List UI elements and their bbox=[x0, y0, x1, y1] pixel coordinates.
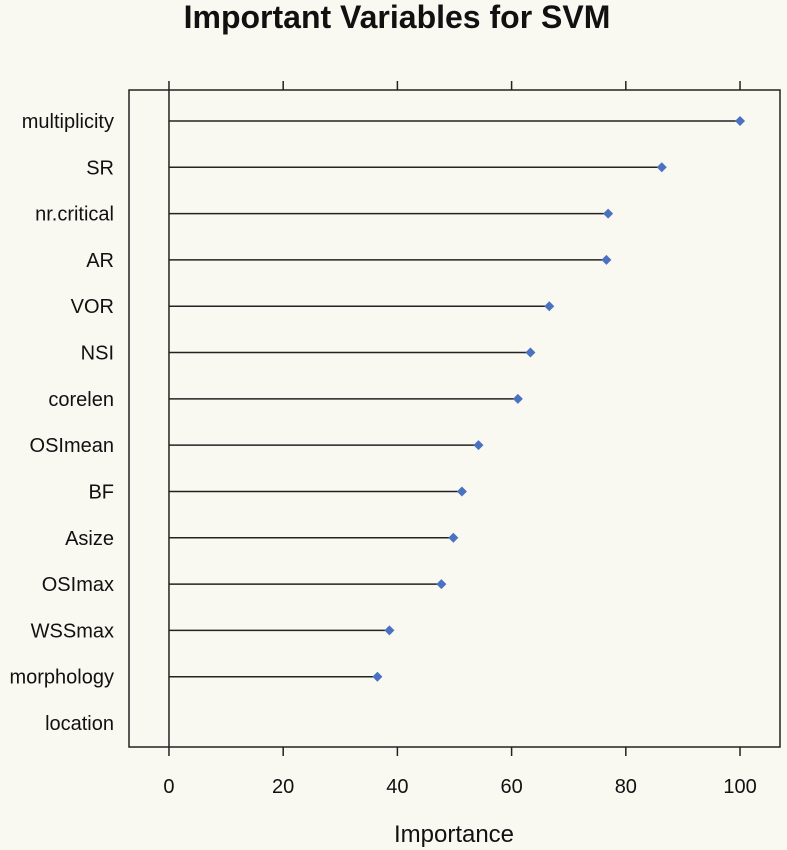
data-point bbox=[372, 671, 383, 682]
data-rows: multiplicity SR nr.critical AR VOR NSI corelen… bbox=[9, 111, 746, 735]
category-label: morphology bbox=[9, 667, 114, 689]
data-point bbox=[512, 393, 523, 404]
x-tick-labels: 0 20 40 60 80 100 bbox=[163, 776, 756, 798]
x-tick-label: 20 bbox=[272, 776, 294, 798]
bottom-axis-ticks bbox=[168, 747, 741, 756]
data-point bbox=[603, 208, 614, 219]
category-label: nr.critical bbox=[35, 204, 114, 226]
x-tick-label: 100 bbox=[723, 776, 756, 798]
data-point bbox=[525, 347, 536, 358]
category-label: WSSmax bbox=[31, 620, 114, 642]
data-point bbox=[473, 440, 484, 451]
plot-frame bbox=[128, 89, 781, 748]
data-point bbox=[456, 486, 467, 497]
top-axis-ticks bbox=[168, 81, 741, 90]
x-tick-label: 0 bbox=[163, 776, 174, 798]
category-label: Asize bbox=[65, 528, 114, 550]
category-label: NSI bbox=[81, 343, 114, 365]
data-point bbox=[436, 579, 447, 590]
x-axis-title: Importance bbox=[394, 821, 514, 848]
x-tick-label: 60 bbox=[500, 776, 522, 798]
category-label: SR bbox=[86, 157, 114, 179]
category-label: BF bbox=[88, 481, 114, 503]
data-point bbox=[544, 301, 555, 312]
data-point bbox=[601, 254, 612, 265]
chart-title: Important Variables for SVM bbox=[184, 0, 611, 35]
category-label: corelen bbox=[48, 389, 114, 411]
category-label: AR bbox=[86, 250, 114, 272]
data-point bbox=[656, 162, 667, 173]
x-tick-label: 80 bbox=[615, 776, 637, 798]
x-tick-label: 40 bbox=[386, 776, 408, 798]
category-label: multiplicity bbox=[22, 111, 114, 133]
data-point bbox=[384, 625, 395, 636]
data-point bbox=[448, 532, 459, 543]
category-label: VOR bbox=[71, 296, 114, 318]
category-label: OSImax bbox=[42, 574, 114, 596]
data-point bbox=[735, 116, 746, 126]
category-label: location bbox=[45, 713, 114, 735]
category-label: OSImean bbox=[30, 435, 114, 457]
